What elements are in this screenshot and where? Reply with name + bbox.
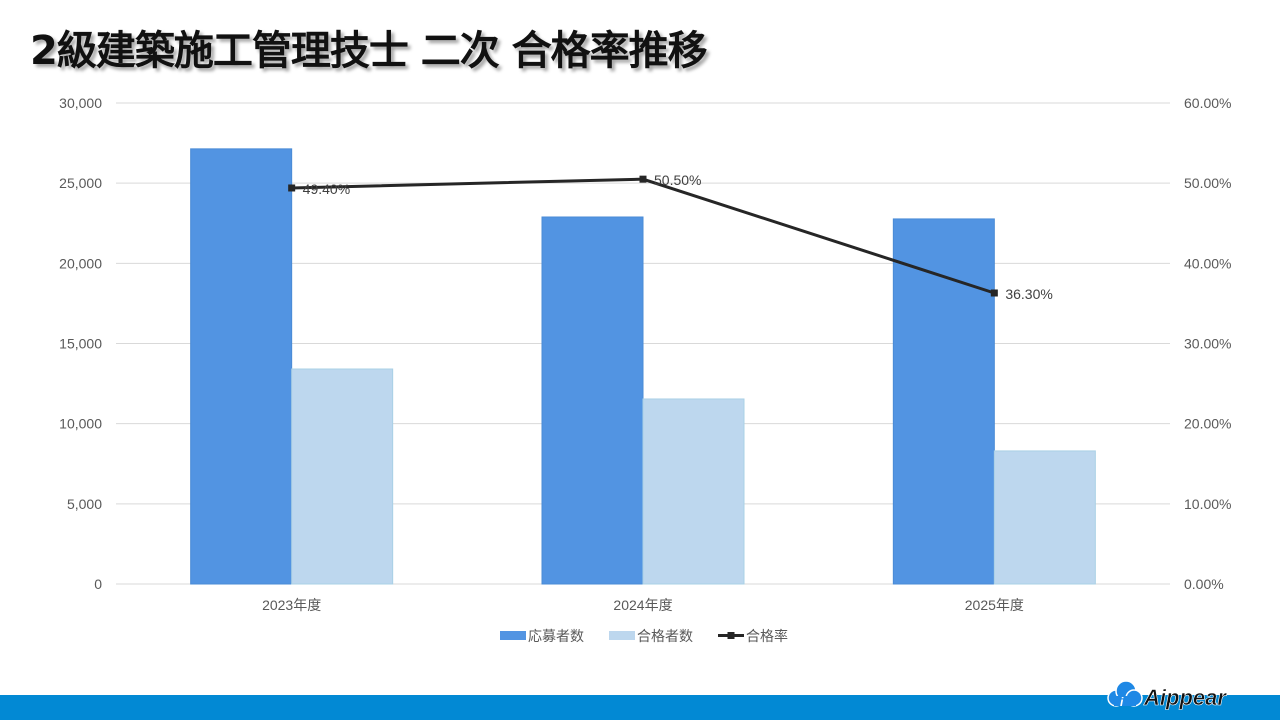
x-axis-label: 2025年度 [965, 597, 1024, 613]
bar-applicants [190, 148, 293, 585]
bar-passers [993, 450, 1096, 585]
bar-series [190, 148, 1096, 585]
legend-swatch [609, 631, 635, 640]
pass-rate-marker [288, 184, 296, 192]
legend-marker-icon [727, 632, 735, 639]
right-axis-tick: 10.00% [1184, 496, 1231, 512]
legend-label: 応募者数 [528, 628, 584, 644]
bar-passers [642, 398, 745, 585]
chart-legend: 応募者数 合格者数 合格率 [500, 628, 788, 644]
legend-swatch [500, 631, 526, 640]
brand-name: Aippear [1143, 685, 1227, 710]
right-axis-tick: 60.00% [1184, 95, 1231, 111]
x-axis-label: 2024年度 [613, 597, 672, 613]
line-series: 49.40% 50.50% 36.30% [288, 172, 1053, 302]
left-axis-tick: 0 [94, 576, 102, 592]
right-axis-tick: 50.00% [1184, 175, 1231, 191]
combo-chart: 49.40% 50.50% 36.30% 0 0.00% 5,000 10.00% 10,0… [59, 95, 1231, 644]
left-axis-tick: 20,000 [59, 255, 102, 271]
left-axis-tick: 5,000 [67, 496, 102, 512]
left-axis-tick: 15,000 [59, 336, 102, 352]
bar-applicants [892, 218, 995, 585]
axis-labels: 0 0.00% 5,000 10.00% 10,000 20.00% 15,000 30.00… [59, 95, 1231, 613]
bar-passers [291, 368, 394, 585]
data-label: 50.50% [654, 172, 701, 188]
right-axis-tick: 30.00% [1184, 336, 1231, 352]
svg-text:i: i [1120, 695, 1124, 709]
footer-bar [0, 695, 1280, 720]
left-axis-tick: 30,000 [59, 95, 102, 111]
left-axis-tick: 10,000 [59, 416, 102, 432]
page-title: 2級建築施工管理技士 二次 合格率推移 [30, 28, 708, 74]
left-axis-tick: 25,000 [59, 175, 102, 191]
data-label: 49.40% [303, 181, 350, 197]
legend-label: 合格率 [746, 628, 788, 644]
legend-label: 合格者数 [637, 628, 693, 644]
right-axis-tick: 20.00% [1184, 416, 1231, 432]
data-label: 36.30% [1005, 286, 1052, 302]
right-axis-tick: 0.00% [1184, 576, 1224, 592]
bar-applicants [541, 216, 644, 585]
pass-rate-marker [990, 289, 998, 297]
pass-rate-marker [639, 175, 647, 183]
brand-logo: i Aippear [1104, 678, 1264, 714]
right-axis-tick: 40.00% [1184, 255, 1231, 271]
x-axis-label: 2023年度 [262, 597, 321, 613]
cloud-icon: i [1107, 680, 1143, 709]
